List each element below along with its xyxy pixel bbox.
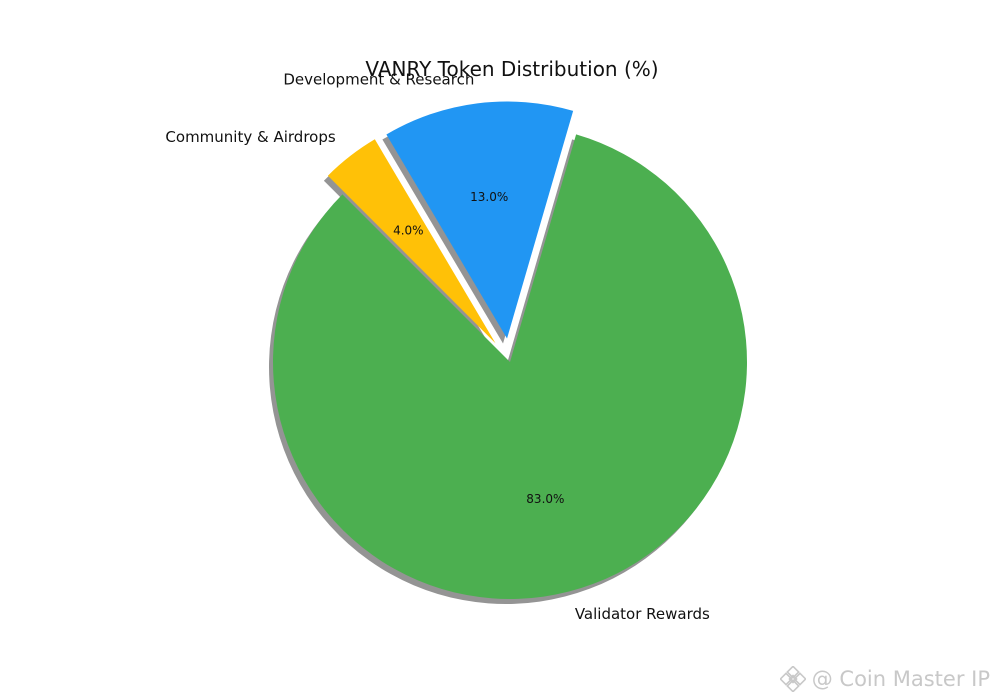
pie-slices [273,101,747,599]
category-label-development-and-research: Development & Research [283,70,474,88]
pie-labels: 83.0% Validator Rewards 13.0% Development &… [165,70,710,623]
watermark-text: @ Coin Master IP [811,667,990,691]
watermark: @ Coin Master IP [779,666,990,692]
chart-title: VANRY Token Distribution (%) [365,57,658,81]
category-label-validator-rewards: Validator Rewards [575,605,710,623]
pie-slice-community-and-airdrops [327,139,496,344]
pct-label-development-and-research: 13.0% [470,190,508,204]
category-label-community-and-airdrops: Community & Airdrops [165,128,335,146]
pie-slice-validator-rewards [273,134,747,599]
pie-slice-development-and-research [386,101,574,339]
binance-logo-icon [779,666,806,692]
pct-label-community-and-airdrops: 4.0% [393,223,424,237]
pct-label-validator-rewards: 83.0% [526,492,564,506]
